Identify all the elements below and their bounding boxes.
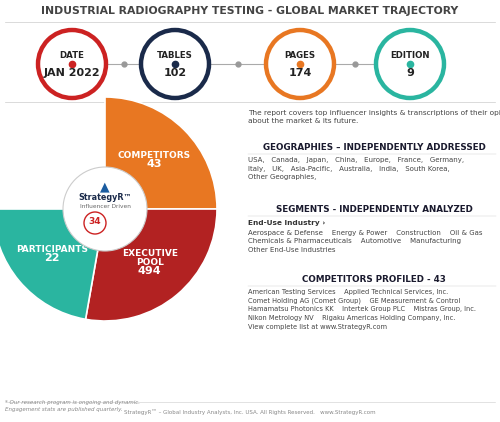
Circle shape xyxy=(377,31,443,97)
Circle shape xyxy=(84,212,106,234)
Text: 43: 43 xyxy=(146,160,162,169)
Circle shape xyxy=(39,31,105,97)
Text: ▲: ▲ xyxy=(100,181,110,194)
Text: StrategyR™ – Global Industry Analysts, Inc. USA. All Rights Reserved.   www.Stra: StrategyR™ – Global Industry Analysts, I… xyxy=(124,409,376,415)
Wedge shape xyxy=(105,97,217,209)
Text: * Our research program is ongoing and dynamic.
Engagement stats are published qu: * Our research program is ongoing and dy… xyxy=(5,400,140,411)
Circle shape xyxy=(267,31,333,97)
Text: COMPETITORS: COMPETITORS xyxy=(118,151,190,160)
Text: PARTICIPANTS: PARTICIPANTS xyxy=(16,245,88,254)
Text: COMPETITORS PROFILED - 43: COMPETITORS PROFILED - 43 xyxy=(302,275,446,284)
Text: 22: 22 xyxy=(44,253,60,263)
Text: SEGMENTS - INDEPENDENTLY ANALYZED: SEGMENTS - INDEPENDENTLY ANALYZED xyxy=(276,205,472,214)
Circle shape xyxy=(142,31,208,97)
Text: 494: 494 xyxy=(138,266,162,276)
Wedge shape xyxy=(0,209,105,319)
Text: End-Use Industry ›: End-Use Industry › xyxy=(248,220,326,226)
Text: USA,   Canada,   Japan,   China,   Europe,   France,   Germany,
Italy,   UK,   A: USA, Canada, Japan, China, Europe, Franc… xyxy=(248,157,464,180)
Text: 102: 102 xyxy=(164,68,186,78)
Text: 34: 34 xyxy=(88,217,102,227)
Text: 174: 174 xyxy=(288,68,312,78)
Text: TABLES: TABLES xyxy=(157,51,193,60)
Text: 9: 9 xyxy=(406,68,414,78)
Wedge shape xyxy=(86,209,217,321)
Text: Influencer Driven: Influencer Driven xyxy=(80,203,130,208)
Text: EDITION: EDITION xyxy=(390,51,430,60)
Text: JAN 2022: JAN 2022 xyxy=(44,68,100,78)
Text: POOL: POOL xyxy=(136,258,164,267)
Text: EXECUTIVE: EXECUTIVE xyxy=(122,249,178,258)
Text: Aerospace & Defense    Energy & Power    Construction    Oil & Gas
Chemicals & P: Aerospace & Defense Energy & Power Const… xyxy=(248,230,482,253)
Circle shape xyxy=(63,167,147,251)
Text: GEOGRAPHIES – INDEPENDENTLY ADDRESSED: GEOGRAPHIES – INDEPENDENTLY ADDRESSED xyxy=(262,143,486,152)
Text: StrategyR™: StrategyR™ xyxy=(78,192,132,201)
Text: PAGES: PAGES xyxy=(284,51,316,60)
Text: American Testing Services    Applied Technical Services, Inc.
Comet Holding AG (: American Testing Services Applied Techni… xyxy=(248,289,476,330)
Text: The report covers top influencer insights & transcriptions of their opinions
abo: The report covers top influencer insight… xyxy=(248,110,500,124)
Text: DATE: DATE xyxy=(60,51,84,60)
Text: INDUSTRIAL RADIOGRAPHY TESTING - GLOBAL MARKET TRAJECTORY: INDUSTRIAL RADIOGRAPHY TESTING - GLOBAL … xyxy=(42,6,459,16)
